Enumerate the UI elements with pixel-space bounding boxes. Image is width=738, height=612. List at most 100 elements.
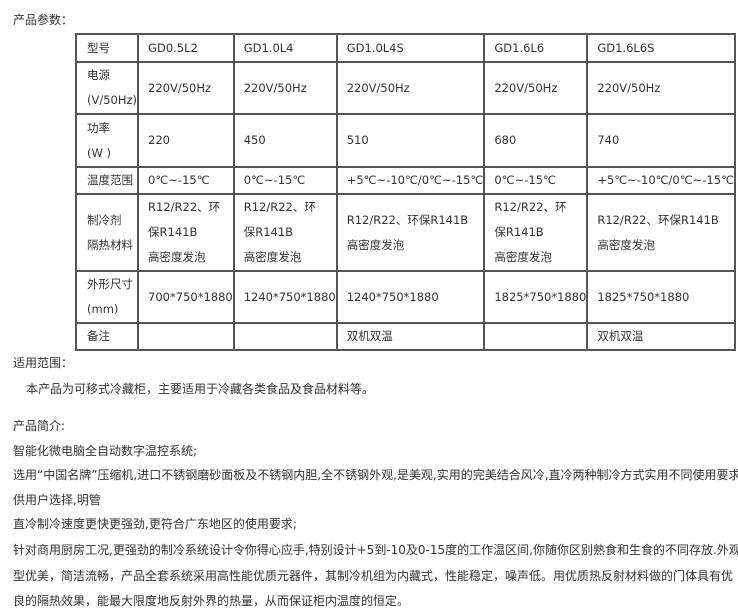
cell-text: R12/R22、环 — [243, 200, 316, 214]
cell-text: +5℃~-10℃/0℃~-15℃ — [597, 173, 734, 187]
row-header: 制冷剂 隔热材料 — [74, 193, 140, 272]
cell-text: 隔热材料 — [87, 237, 133, 252]
cell-text: 1825*750*1880 — [597, 289, 690, 304]
row-header: 电源 (V/50Hz) — [74, 61, 140, 115]
cell-text: 高密度发泡 — [494, 250, 552, 264]
cell-text: 220V/50Hz — [346, 80, 410, 95]
table-row: 功率 (W ) 220 450 510 680 740 — [74, 113, 736, 168]
table-cell — [137, 322, 235, 351]
table-row: 电源 (V/50Hz) 220V/50Hz 220V/50Hz 220V/50Hz 220… — [74, 61, 736, 115]
cell-text: 保R141B — [494, 225, 544, 239]
cell-text: GD1.6L6S — [597, 40, 655, 55]
table-row: 备注 双机双温 双机双温 — [74, 322, 736, 351]
row-header: 外形尺寸 (mm) — [74, 270, 140, 324]
intro-line: 良的隔热效果，能最大限度地反射外界的热量，从而保证柜内温度的恒定。 — [13, 594, 410, 608]
table-cell: 680 — [483, 113, 589, 168]
intro-line: 供用户选择,明管 — [13, 493, 101, 507]
table-cell: GD1.6L6S — [586, 33, 736, 63]
scope-text: 本产品为可移式冷藏柜，主要适用于冷藏各类食品及食品材料等。 — [26, 382, 375, 396]
cell-text: 温度范围 — [87, 173, 133, 187]
table-cell: 0℃~-15℃ — [483, 166, 589, 195]
table-row: 温度范围 0℃~-15℃ 0℃~-15℃ +5℃~-10℃/0℃~-15℃ 0℃~-15… — [74, 166, 736, 195]
cell-text: 220V/50Hz — [148, 80, 212, 95]
cell-text: 0℃~-15℃ — [148, 173, 210, 187]
table-cell: 740 — [586, 113, 736, 168]
cell-text: R12/R22、环 — [494, 200, 567, 214]
table-row: 型号 GD0.5L2 GD1.0L4 GD1.0L4S GD1.6L6 GD1.6L6S — [74, 33, 736, 63]
intro-line: 智能化微电脑全自动数字温控系统; — [13, 444, 198, 458]
cell-text: 740 — [597, 133, 620, 147]
table-cell: R12/R22、环保R141B 高密度发泡 — [232, 193, 338, 272]
cell-text: 高密度发泡 — [148, 250, 206, 264]
row-header: 温度范围 — [74, 166, 140, 195]
cell-text: 保R141B — [148, 225, 198, 239]
cell-text: GD1.6L6 — [494, 40, 545, 55]
cell-text: GD1.0L4 — [243, 40, 294, 55]
table-cell: 1240*750*1880 — [232, 270, 338, 324]
table-cell: 0℃~-15℃ — [232, 166, 338, 195]
cell-text: 备注 — [87, 329, 110, 343]
table-cell: GD1.6L6 — [483, 33, 589, 63]
cell-text: (W ) — [87, 145, 111, 160]
intro-line: 直冷制冷速度更快更强劲,更符合广东地区的使用要求; — [13, 517, 297, 531]
cell-text: R12/R22、环 — [148, 200, 221, 214]
row-header: 功率 (W ) — [74, 113, 140, 168]
table-cell: 1825*750*1880 — [483, 270, 589, 324]
cell-text: 1825*750*1880 — [494, 289, 587, 304]
table-cell: 双机双温 — [586, 322, 736, 351]
cell-text: 高密度发泡 — [346, 237, 405, 252]
cell-text: 510 — [346, 133, 369, 147]
table-cell: +5℃~-10℃/0℃~-15℃ — [586, 166, 736, 195]
spec-table: 型号 GD0.5L2 GD1.0L4 GD1.0L4S GD1.6L6 GD1.6L6S 电… — [74, 33, 736, 351]
table-cell: 700*750*1880 — [137, 270, 235, 324]
table-cell: 1240*750*1880 — [335, 270, 486, 324]
table-cell: +5℃~-10℃/0℃~-15℃ — [335, 166, 486, 195]
table-cell: 0℃~-15℃ — [137, 166, 235, 195]
cell-text: 220V/50Hz — [597, 80, 661, 95]
table-cell: 510 — [335, 113, 486, 168]
intro-line: 选用“中国名牌”压缩机,进口不锈钢磨砂面板及不锈钢内胆,全不锈钢外观,是美观,实… — [13, 468, 738, 482]
table-cell: R12/R22、环保R141B 高密度发泡 — [335, 193, 486, 272]
cell-text: 0℃~-15℃ — [243, 173, 306, 187]
table-cell: R12/R22、环保R141B 高密度发泡 — [586, 193, 736, 272]
table-cell: R12/R22、环保R141B 高密度发泡 — [483, 193, 589, 272]
table-cell: 220V/50Hz — [232, 61, 338, 115]
table-cell — [483, 322, 589, 351]
scope-heading: 适用范围： — [13, 356, 74, 370]
cell-text: +5℃~-10℃/0℃~-15℃ — [346, 173, 484, 187]
intro-line: 型优美，简洁流畅，产品全套系统采用高性能优质元器件，其制冷机组为内藏式，性能稳定… — [13, 569, 734, 583]
table-cell: GD0.5L2 — [137, 33, 235, 63]
cell-text: (mm) — [87, 302, 119, 316]
intro-heading: 产品简介: — [13, 419, 66, 433]
cell-text: 0℃~-15℃ — [494, 173, 556, 187]
cell-text: 保R141B — [243, 225, 294, 239]
cell-text: 680 — [494, 133, 517, 147]
cell-text: R12/R22、环保R141B — [346, 212, 469, 227]
cell-text: 功率 — [87, 120, 110, 135]
table-cell — [232, 322, 338, 351]
table-cell: 450 — [232, 113, 338, 168]
table-cell: 220V/50Hz — [137, 61, 235, 115]
cell-text: (V/50Hz) — [87, 93, 138, 107]
cell-text: 双机双温 — [597, 329, 644, 343]
cell-text: R12/R22、环保R141B — [597, 212, 719, 227]
cell-text: 450 — [243, 133, 266, 147]
cell-text: 220V/50Hz — [494, 80, 558, 95]
table-cell: 220V/50Hz — [335, 61, 486, 115]
cell-text: 外形尺寸 — [87, 277, 133, 291]
cell-text: 制冷剂 — [87, 212, 122, 227]
params-heading: 产品参数： — [13, 13, 74, 27]
table-cell: GD1.0L4S — [335, 33, 486, 63]
cell-text: 1240*750*1880 — [243, 289, 336, 304]
table-cell: 220V/50Hz — [586, 61, 736, 115]
cell-text: GD0.5L2 — [148, 40, 198, 55]
table-row: 制冷剂 隔热材料 R12/R22、环 保R141B 高密度发泡 R12/R22、环 保R14… — [74, 193, 736, 272]
cell-text: 型号 — [87, 40, 110, 55]
cell-text: 220 — [148, 133, 170, 147]
cell-text: 220V/50Hz — [243, 80, 307, 95]
cell-text: 高密度发泡 — [243, 250, 302, 264]
cell-text: 700*750*1880 — [148, 289, 233, 304]
table-cell: GD1.0L4 — [232, 33, 338, 63]
intro-line: 针对商用厨房工况,更强劲的制冷系统设计令你得心应手,特别设计+5到-10及0-1… — [13, 543, 738, 557]
cell-text: GD1.0L4S — [346, 40, 404, 55]
